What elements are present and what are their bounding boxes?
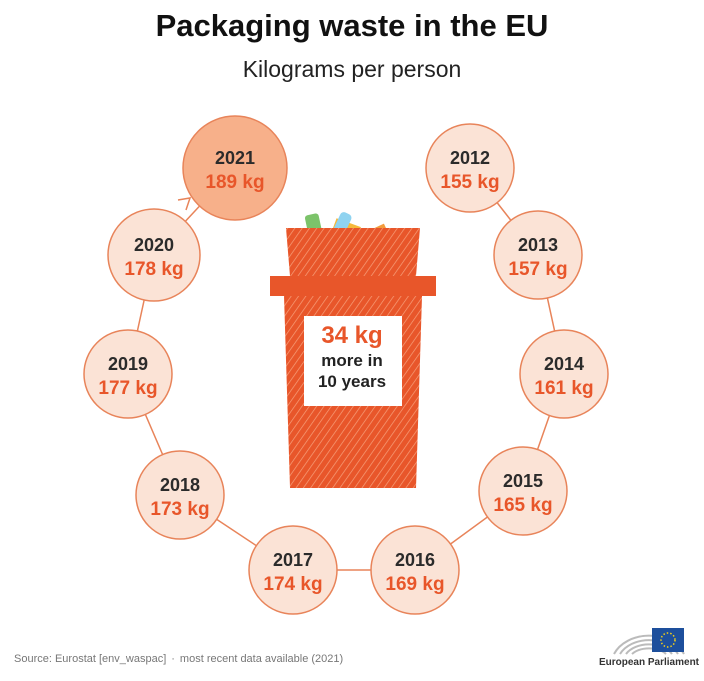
bubble-2016 <box>370 525 460 615</box>
highlight-line2: 10 years <box>317 372 387 391</box>
bubble-2012 <box>425 123 515 213</box>
bubble-2018 <box>135 450 225 540</box>
bubble-value-label: 189 kg <box>205 172 264 193</box>
chart-title: Packaging waste in the EU <box>155 8 549 43</box>
bubble-value-label: 169 kg <box>385 574 444 595</box>
bubble-year-label: 2019 <box>108 354 148 374</box>
highlight-value: 34 kg <box>321 322 383 349</box>
bubble-value-label: 173 kg <box>150 499 209 520</box>
chart-subtitle: Kilograms per person <box>242 56 462 82</box>
bubble-year-label: 2016 <box>395 550 435 570</box>
data-note: most recent data available (2021) <box>179 653 344 665</box>
bubble-value-label: 174 kg <box>263 574 322 595</box>
bubble-year-label: 2015 <box>503 471 543 491</box>
bubble-2017 <box>248 525 338 615</box>
bubble-value-label: 155 kg <box>440 172 499 193</box>
bubble-value-label: 178 kg <box>124 259 183 280</box>
bubble-year-label: 2020 <box>134 235 174 255</box>
bubble-value-label: 177 kg <box>98 378 157 399</box>
waste-bin-icon <box>270 212 436 488</box>
bubble-2015 <box>478 446 568 536</box>
source-text: Source: Eurostat [env_waspac] <box>14 653 167 665</box>
bubble-year-label: 2017 <box>273 550 313 570</box>
bubble-2020 <box>107 208 201 302</box>
bubble-year-label: 2018 <box>160 475 200 495</box>
bubble-2013 <box>493 210 583 300</box>
bubble-year-label: 2012 <box>450 148 490 168</box>
bubble-2014 <box>519 329 609 419</box>
timeline-arrow-icon <box>177 197 192 211</box>
european-parliament-logo <box>613 628 685 655</box>
bubble-2021 <box>182 115 288 221</box>
bubble-year-label: 2021 <box>215 148 255 168</box>
bubble-2019 <box>83 329 173 419</box>
highlight-line1: more in <box>321 351 383 370</box>
bubble-year-label: 2014 <box>544 354 584 374</box>
highlight-label: 34 kg more in 10 years <box>306 322 398 392</box>
timeline-connector <box>127 167 565 571</box>
bubble-value-label: 161 kg <box>534 378 593 399</box>
bubble-value-label: 157 kg <box>508 259 567 280</box>
source-note: Source: Eurostat [env_waspac] · most recen… <box>14 653 344 665</box>
bubble-value-label: 165 kg <box>493 495 552 516</box>
organization-name: European Parliament <box>598 657 700 668</box>
bubble-year-label: 2013 <box>518 235 558 255</box>
